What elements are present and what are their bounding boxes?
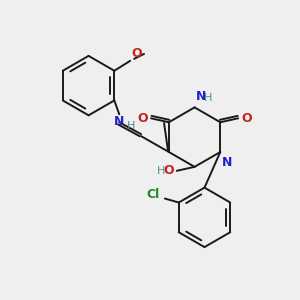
Text: N: N <box>222 156 233 169</box>
Text: H: H <box>203 93 212 103</box>
Text: H: H <box>127 121 135 131</box>
Text: O: O <box>163 164 174 177</box>
Text: N: N <box>196 90 206 104</box>
Text: N: N <box>114 115 124 128</box>
Text: O: O <box>137 112 148 125</box>
Text: H: H <box>157 166 165 176</box>
Text: O: O <box>241 112 252 125</box>
Text: O: O <box>131 47 142 60</box>
Text: Cl: Cl <box>147 188 160 201</box>
